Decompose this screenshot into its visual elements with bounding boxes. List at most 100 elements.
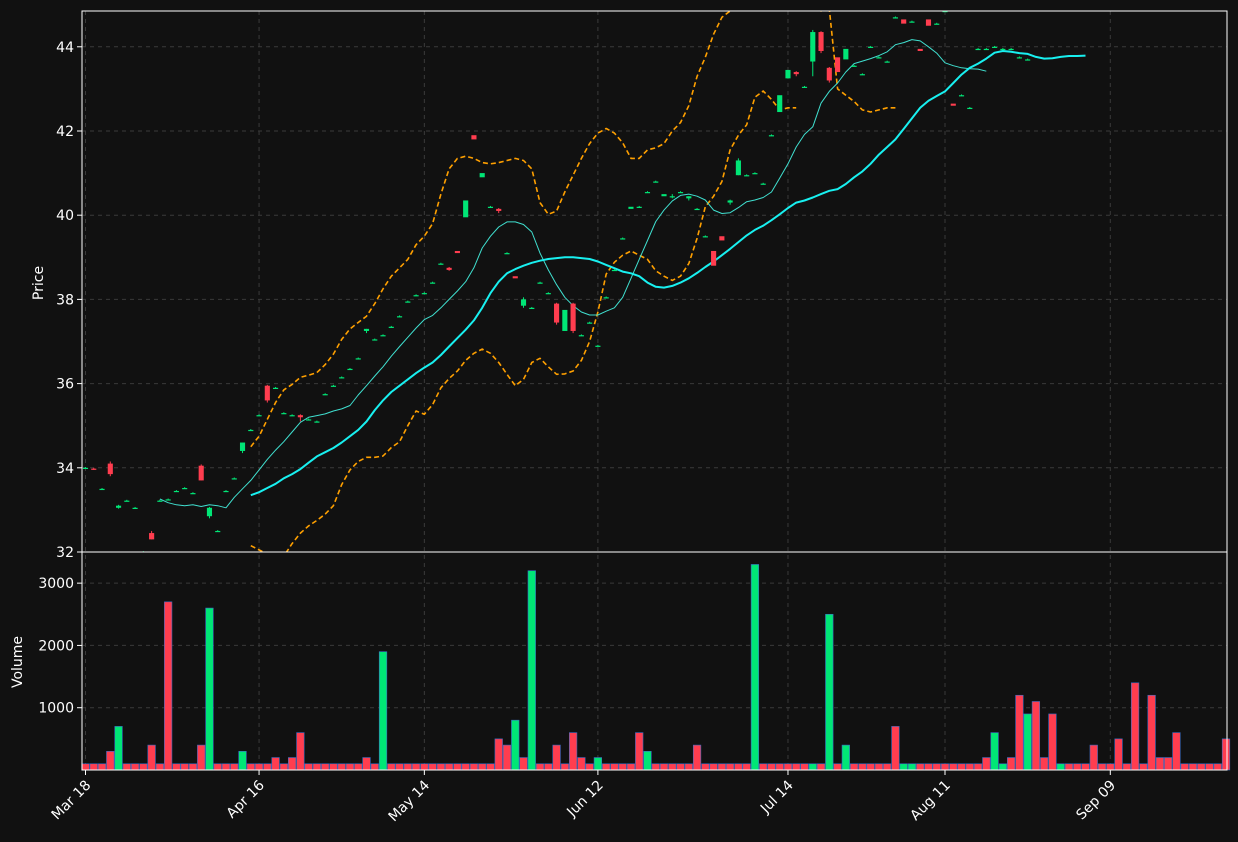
volume-bar [288, 757, 297, 771]
candle-body [388, 326, 394, 328]
volume-bar [932, 763, 941, 771]
candle-body [611, 269, 617, 272]
volume-bar [114, 726, 123, 771]
volume-bar [155, 763, 164, 771]
candle-body [752, 173, 758, 175]
candle-body [801, 86, 808, 88]
volume-bar [800, 763, 809, 771]
candle-body [644, 192, 651, 194]
candle-body [562, 309, 568, 331]
candle-body [124, 500, 130, 502]
volume-bar [759, 763, 768, 771]
volume-bar [263, 763, 272, 771]
candle-body [711, 250, 717, 266]
volume-bar [411, 763, 421, 771]
candle-body [396, 316, 403, 318]
candle-body [256, 415, 262, 417]
candle-body [892, 17, 898, 19]
candle-body [182, 488, 188, 490]
price-axis-ticks: 32 34 36 38 40 42 44 [56, 40, 82, 561]
candle-body [82, 467, 89, 469]
candle-body [620, 238, 626, 240]
volume-bar [469, 763, 479, 771]
candle-body [264, 385, 270, 401]
volume-bar [1130, 682, 1140, 771]
volume-bar [387, 763, 396, 771]
volume-bar [792, 763, 801, 771]
candle-body [314, 421, 320, 423]
candle-body [363, 328, 370, 331]
volume-bar [378, 651, 388, 771]
volume-bar [1056, 763, 1065, 771]
volume-bar [527, 570, 536, 771]
volume-bar [1188, 763, 1198, 771]
price-tick-label: 38 [56, 292, 74, 308]
volume-bar [296, 732, 305, 771]
volume-bar [180, 763, 189, 771]
volume-bar [552, 744, 561, 771]
volume-bar [205, 607, 214, 771]
volume-bar [420, 763, 429, 771]
candle-body [554, 303, 560, 323]
candle-body [917, 48, 923, 51]
volume-bar [635, 732, 644, 771]
candle-body [950, 103, 956, 106]
volume-bar [924, 763, 933, 771]
volume-bar [1114, 738, 1123, 771]
volume-bar [701, 763, 710, 771]
volume-bar [643, 751, 652, 771]
ma-slow-line [250, 50, 1086, 497]
volume-bar [626, 763, 636, 771]
candle-body [149, 533, 155, 540]
volume-bar [445, 763, 454, 771]
volume-bar [362, 757, 371, 771]
candle-body [958, 95, 965, 97]
volume-bar [742, 763, 751, 771]
volume-bar [478, 763, 487, 771]
candle-body [925, 19, 932, 26]
candle-body [529, 307, 535, 310]
candle-body [744, 175, 750, 177]
volume-bar [1040, 757, 1049, 771]
bollinger-upper-line [250, 11, 896, 448]
volume-bar [775, 763, 784, 771]
volume-bar [874, 763, 883, 771]
volume-bar [345, 763, 355, 771]
candle-body [372, 339, 378, 341]
volume-bar [428, 763, 437, 771]
candle-body [835, 57, 841, 73]
candle-body [760, 183, 766, 185]
volume-bar [1031, 701, 1041, 771]
volume-bar [511, 719, 520, 771]
candle-body [306, 419, 312, 421]
volume-bar [130, 763, 140, 771]
candle-body [669, 196, 675, 198]
volume-bar [271, 757, 280, 771]
candle-body [768, 135, 775, 137]
candle-body [859, 74, 865, 76]
candle-body [471, 135, 477, 140]
volume-bar [940, 763, 950, 771]
volume-bar [1205, 763, 1214, 771]
candle-body [289, 415, 295, 417]
candle-body [653, 181, 659, 183]
candle-body [504, 253, 510, 255]
volume-bar [97, 763, 107, 771]
candle-body [355, 358, 361, 360]
volume-bar [1097, 763, 1107, 771]
volume-bar [668, 763, 677, 771]
volume-bar [982, 757, 991, 771]
volume-bar [89, 763, 98, 771]
candle-body [454, 250, 460, 254]
price-tick-label: 32 [56, 545, 74, 561]
volume-bar [965, 763, 974, 771]
candle-body [545, 293, 551, 295]
candle-body [975, 48, 981, 51]
volume-bar [949, 763, 958, 771]
volume-bar [569, 732, 578, 771]
candlesticks [82, 11, 1031, 552]
candle-body [446, 267, 452, 270]
volume-bar [370, 763, 379, 771]
candle-body [537, 282, 543, 284]
volume-bar [899, 763, 908, 771]
